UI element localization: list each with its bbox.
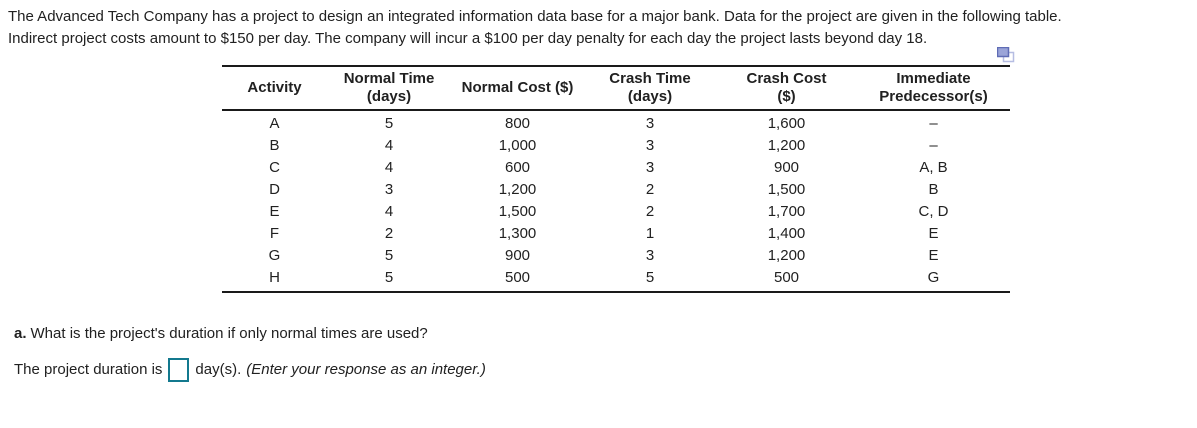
cell-predecessors: B (928, 181, 939, 198)
cell-predecessors: – (929, 115, 938, 132)
cell-normal-time: 4 (384, 203, 394, 220)
cell-crash-cost: 500 (773, 269, 800, 286)
header-normal-time: Normal Time (days) (327, 66, 451, 111)
cell-normal-cost: 1,500 (498, 203, 537, 220)
cell-normal-time: 4 (384, 137, 394, 154)
cell-crash-cost: 900 (773, 159, 800, 176)
cell-crash-time: 3 (645, 159, 655, 176)
table-row: A 5 800 3 1,600 – (222, 110, 1010, 135)
cell-normal-time: 5 (384, 269, 394, 286)
copy-table-icon[interactable] (996, 46, 1015, 63)
cell-normal-cost: 500 (504, 269, 531, 286)
cell-crash-time: 3 (645, 115, 655, 132)
cell-activity: H (269, 269, 280, 286)
problem-statement-line2: Indirect project costs amount to $150 pe… (8, 30, 928, 47)
cell-normal-cost: 600 (504, 159, 531, 176)
cell-crash-time: 3 (645, 247, 655, 264)
cell-normal-time: 5 (384, 115, 394, 132)
header-activity: Activity (222, 66, 327, 111)
cell-normal-cost: 1,200 (498, 181, 537, 198)
problem-statement: The Advanced Tech Company has a project … (8, 6, 1062, 50)
cell-activity: F (269, 225, 280, 242)
header-crash-time: Crash Time (days) (584, 66, 716, 111)
answer-suffix: day(s). (195, 361, 242, 378)
table-row: D 3 1,200 2 1,500 B (222, 179, 1010, 201)
header-crash-cost: Crash Cost ($) (716, 66, 857, 111)
cell-activity: B (269, 137, 280, 154)
cell-crash-cost: 1,200 (767, 247, 806, 264)
answer-line: The project duration is day(s). (Enter you… (14, 357, 486, 383)
cell-crash-time: 3 (645, 137, 655, 154)
header-normal-cost: Normal Cost ($) (451, 66, 584, 111)
cell-normal-cost: 1,000 (498, 137, 537, 154)
cell-activity: A (269, 115, 280, 132)
cell-crash-cost: 1,600 (767, 115, 806, 132)
cell-normal-cost: 900 (504, 247, 531, 264)
cell-normal-time: 3 (384, 181, 394, 198)
answer-prefix: The project duration is (14, 361, 163, 378)
cell-crash-cost: 1,200 (767, 137, 806, 154)
table-header-row: Activity Normal Time (days) Normal Cost … (222, 66, 1010, 111)
cell-crash-time: 2 (645, 203, 655, 220)
table-row: C 4 600 3 900 A, B (222, 157, 1010, 179)
cell-normal-time: 5 (384, 247, 394, 264)
question-part-label: a. (14, 325, 27, 342)
problem-statement-line1: The Advanced Tech Company has a project … (8, 8, 1062, 25)
cell-predecessors: E (928, 247, 939, 264)
copy-table-icon-svg (996, 46, 1015, 63)
cell-activity: E (269, 203, 280, 220)
cell-normal-time: 4 (384, 159, 394, 176)
cell-crash-cost: 1,500 (767, 181, 806, 198)
cell-predecessors: E (928, 225, 939, 242)
cell-crash-cost: 1,400 (767, 225, 806, 242)
table-row: E 4 1,500 2 1,700 C, D (222, 201, 1010, 223)
cell-normal-cost: 1,300 (498, 225, 537, 242)
answer-hint: (Enter your response as an integer.) (246, 361, 486, 378)
cell-predecessors: C, D (918, 203, 949, 220)
cell-normal-time: 2 (384, 225, 394, 242)
cell-activity: C (269, 159, 280, 176)
cell-predecessors: A, B (919, 159, 948, 176)
table-row: G 5 900 3 1,200 E (222, 245, 1010, 267)
cell-predecessors: – (929, 137, 938, 154)
answer-input[interactable] (168, 358, 190, 383)
cell-crash-time: 1 (645, 225, 655, 242)
cell-crash-cost: 1,700 (767, 203, 806, 220)
cell-normal-cost: 800 (504, 115, 531, 132)
project-data-table: Activity Normal Time (days) Normal Cost … (222, 65, 1010, 293)
cell-crash-time: 2 (645, 181, 655, 198)
cell-predecessors: G (927, 269, 940, 286)
cell-crash-time: 5 (645, 269, 655, 286)
table-row: H 5 500 5 500 G (222, 267, 1010, 292)
table-row: F 2 1,300 1 1,400 E (222, 223, 1010, 245)
cell-activity: D (269, 181, 280, 198)
question-part-a: a. What is the project's duration if only… (14, 325, 428, 343)
question-part-text: What is the project's duration if only n… (30, 325, 428, 342)
header-predecessors: Immediate Predecessor(s) (857, 66, 1010, 111)
table-row: B 4 1,000 3 1,200 – (222, 135, 1010, 157)
cell-activity: G (268, 247, 281, 264)
